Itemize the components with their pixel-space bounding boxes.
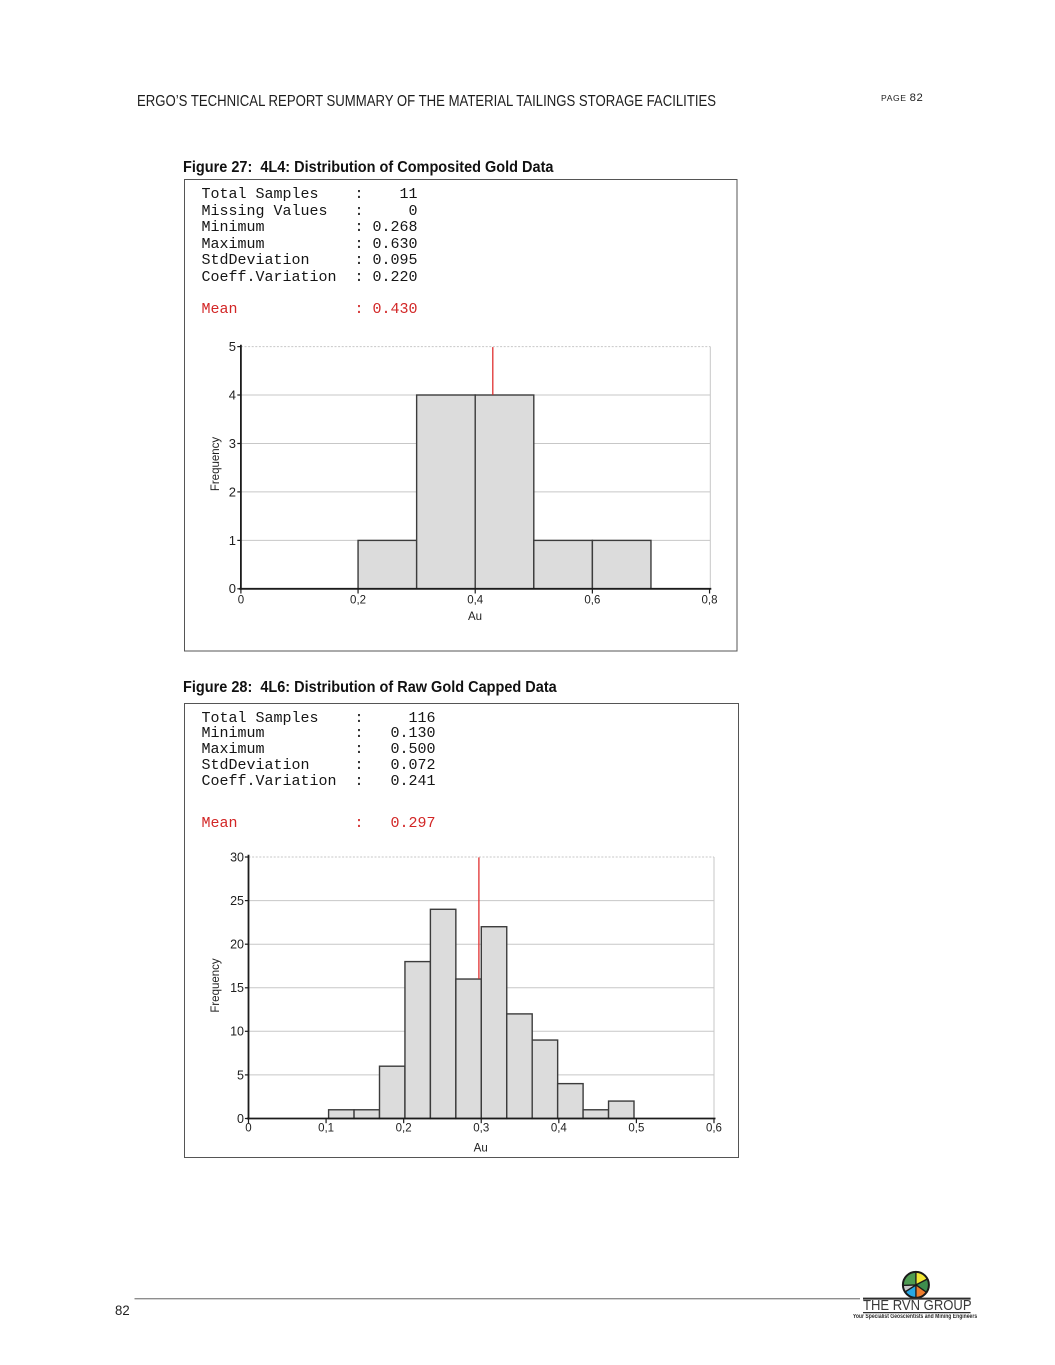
svg-text:0,5: 0,5 <box>628 1123 644 1135</box>
svg-text:0,2: 0,2 <box>350 595 366 607</box>
svg-text:0,6: 0,6 <box>706 1123 722 1135</box>
svg-text:0: 0 <box>238 595 244 607</box>
svg-text:0,3: 0,3 <box>473 1123 489 1135</box>
svg-text:1: 1 <box>229 533 236 548</box>
svg-text:2: 2 <box>229 484 236 499</box>
svg-text:Au: Au <box>468 611 482 623</box>
svg-text:0,4: 0,4 <box>551 1123 568 1135</box>
svg-text:0,1: 0,1 <box>318 1123 334 1135</box>
svg-text:30: 30 <box>230 850 244 864</box>
svg-text:0,8: 0,8 <box>702 595 718 607</box>
svg-text:Au: Au <box>474 1143 488 1155</box>
svg-text:0: 0 <box>229 581 236 596</box>
svg-text:5: 5 <box>229 339 236 354</box>
svg-text:0,6: 0,6 <box>584 595 600 607</box>
svg-text:0,2: 0,2 <box>396 1123 412 1135</box>
svg-text:3: 3 <box>229 436 236 451</box>
svg-text:15: 15 <box>230 981 244 995</box>
svg-text:10: 10 <box>230 1025 244 1039</box>
svg-text:5: 5 <box>237 1068 244 1082</box>
svg-text:4: 4 <box>229 387 236 402</box>
svg-text:25: 25 <box>230 894 244 908</box>
svg-text:0,4: 0,4 <box>467 595 484 607</box>
svg-text:0: 0 <box>245 1123 251 1135</box>
svg-text:Frequency: Frequency <box>210 958 222 1013</box>
svg-text:20: 20 <box>230 938 244 952</box>
svg-text:Frequency: Frequency <box>210 437 222 492</box>
svg-text:0: 0 <box>237 1112 244 1126</box>
